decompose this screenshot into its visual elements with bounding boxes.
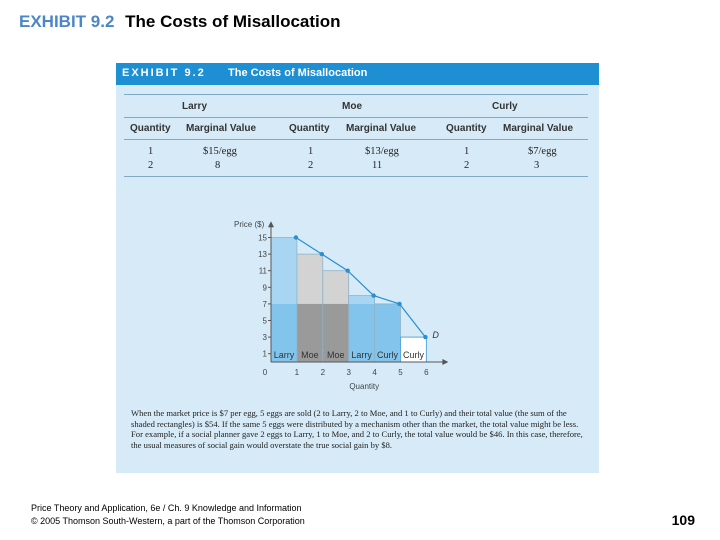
table-cell: 1 xyxy=(148,146,154,157)
x-tick-label: 1 xyxy=(295,368,300,377)
bar-lower xyxy=(322,303,349,362)
slide-title-text: The Costs of Misallocation xyxy=(125,12,341,31)
exhibit-header-bar: EXHIBIT 9.2 The Costs of Misallocation xyxy=(116,63,599,85)
demand-point xyxy=(397,301,402,307)
y-axis-arrow xyxy=(268,221,274,228)
table-cell: 2 xyxy=(464,160,470,171)
demand-point xyxy=(319,251,324,257)
x-tick-label: 4 xyxy=(372,368,377,377)
y-axis-label: Price ($) xyxy=(234,220,265,229)
demand-point xyxy=(423,334,428,340)
table-cell: $15/egg xyxy=(203,146,237,157)
x-tick-label: 0 xyxy=(263,368,268,377)
column-header: Quantity xyxy=(289,123,330,134)
x-tick-label: 6 xyxy=(424,368,429,377)
demand-point xyxy=(371,293,376,298)
demand-curve-label: D xyxy=(432,330,439,340)
table-rule-group xyxy=(124,117,588,118)
page-number: 109 xyxy=(671,512,695,528)
bar-label: Curly xyxy=(377,350,399,360)
y-tick-label: 5 xyxy=(263,317,268,326)
column-header: Quantity xyxy=(446,123,487,134)
y-tick-label: 7 xyxy=(263,300,268,309)
y-tick-label: 3 xyxy=(263,333,268,342)
footer-book-line: Price Theory and Application, 6e / Ch. 9… xyxy=(31,503,302,513)
y-tick-label: 13 xyxy=(258,250,267,259)
x-axis-arrow xyxy=(442,359,449,365)
table-cell: 1 xyxy=(464,146,470,157)
exhibit-panel: EXHIBIT 9.2 The Costs of Misallocation xyxy=(116,63,599,473)
bar-label: Larry xyxy=(274,350,295,360)
bar-upper xyxy=(296,254,323,304)
slide-title: EXHIBIT 9.2 The Costs of Misallocation xyxy=(19,12,341,32)
demand-point xyxy=(293,235,299,240)
y-tick-label: 1 xyxy=(263,350,268,359)
slide-footer: Price Theory and Application, 6e / Ch. 9… xyxy=(31,502,305,528)
column-header: Marginal Value xyxy=(186,123,257,134)
slide-exhibit-label: EXHIBIT 9.2 xyxy=(19,12,115,31)
bar-lower xyxy=(348,303,375,362)
table-cell: 1 xyxy=(308,146,314,157)
bar-upper xyxy=(271,237,297,304)
table-cell: $7/egg xyxy=(528,146,557,157)
table-cell: 2 xyxy=(308,160,314,171)
bar-label: Larry xyxy=(351,350,372,360)
bar-unshaded xyxy=(400,336,427,363)
column-header: Marginal Value xyxy=(346,123,417,134)
bars-layer xyxy=(270,237,427,363)
bar-upper xyxy=(348,295,375,304)
table-cell: 8 xyxy=(215,160,221,171)
table-cell: $13/egg xyxy=(365,146,399,157)
bar-lower xyxy=(374,303,401,362)
demand-curve-line xyxy=(295,236,426,338)
curve-layer xyxy=(293,235,428,340)
y-tick-label: 11 xyxy=(259,267,268,276)
table-rule-header xyxy=(124,139,588,140)
table-cell: 3 xyxy=(534,160,540,171)
column-header: Quantity xyxy=(130,123,171,134)
x-tick-label: 5 xyxy=(398,368,403,377)
y-tick-label: 9 xyxy=(263,283,268,292)
column-header: Marginal Value xyxy=(503,123,574,134)
exhibit-caption: When the market price is $7 per egg, 5 e… xyxy=(131,408,583,451)
x-tick-label: 2 xyxy=(321,368,326,377)
demand-point xyxy=(345,268,350,273)
table-rule-top xyxy=(124,94,588,95)
axes-layer xyxy=(268,221,449,365)
exhibit-number: EXHIBIT 9.2 xyxy=(122,67,206,79)
bar-label: Curly xyxy=(403,350,425,360)
footer-copyright-line: © 2005 Thomson South-Western, a part of … xyxy=(31,516,305,526)
group-header-curly: Curly xyxy=(492,101,518,112)
bar-label: Moe xyxy=(327,350,345,360)
bar-lower xyxy=(271,303,297,362)
x-axis-label: Quantity xyxy=(349,382,379,391)
table-cell: 11 xyxy=(372,160,383,171)
table-rule-bottom xyxy=(124,176,588,177)
bar-label: Moe xyxy=(301,350,319,360)
bar-lower xyxy=(296,303,323,362)
x-tick-label: 3 xyxy=(346,368,351,377)
table-cell: 2 xyxy=(148,160,154,171)
y-tick-label: 15 xyxy=(258,234,267,243)
group-header-larry: Larry xyxy=(182,101,208,112)
bar-upper xyxy=(322,270,349,304)
exhibit-title: The Costs of Misallocation xyxy=(228,67,368,79)
group-header-moe: Moe xyxy=(342,101,362,112)
